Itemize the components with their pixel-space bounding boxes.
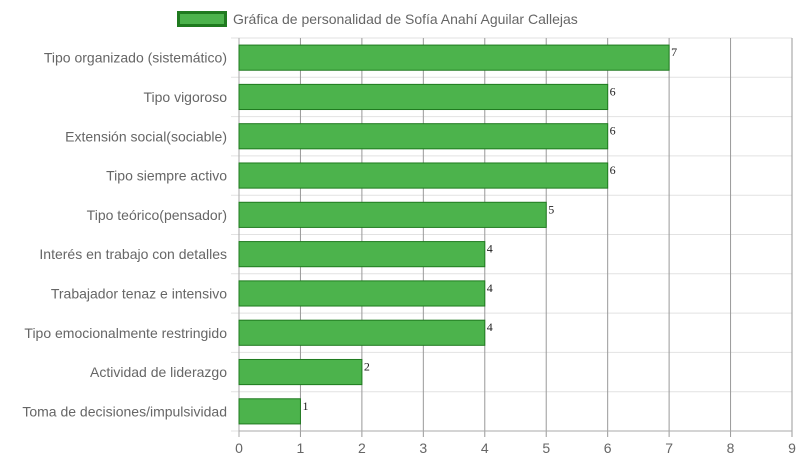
x-tick-label: 4: [481, 440, 489, 456]
data-label: 7: [671, 45, 677, 59]
bar[interactable]: [238, 83, 609, 111]
category-label: Tipo vigoroso: [143, 89, 227, 105]
bar[interactable]: [238, 319, 486, 346]
category-label: Tipo organizado (sistemático): [44, 50, 227, 66]
data-label: 5: [548, 202, 554, 216]
chart-legend[interactable]: Gráfica de personalidad de Sofía Anahí A…: [177, 9, 578, 29]
bar[interactable]: [238, 398, 301, 425]
bar[interactable]: [238, 280, 486, 307]
data-label: 6: [610, 84, 616, 98]
category-label: Tipo teórico(pensador): [87, 207, 227, 223]
category-label: Actividad de liderazgo: [90, 364, 227, 380]
category-label: Interés en trabajo con detalles: [39, 246, 227, 262]
bar[interactable]: [238, 241, 486, 268]
data-label: 1: [302, 399, 308, 413]
category-label: Extensión social(sociable): [65, 128, 227, 144]
x-tick-label: 5: [542, 440, 550, 456]
category-label: Toma de decisiones/impulsividad: [22, 403, 227, 419]
category-label: Trabajador tenaz e intensivo: [51, 285, 227, 301]
bar[interactable]: [238, 201, 547, 228]
legend-label: Gráfica de personalidad de Sofía Anahí A…: [233, 11, 578, 27]
bar[interactable]: [238, 44, 670, 71]
x-tick-label: 1: [297, 440, 305, 456]
bar[interactable]: [238, 162, 609, 189]
data-label: 6: [610, 124, 616, 138]
data-label: 4: [487, 281, 493, 295]
x-tick-label: 3: [419, 440, 427, 456]
data-label: 4: [487, 242, 493, 256]
x-tick-label: 7: [665, 440, 673, 456]
bar[interactable]: [238, 358, 363, 386]
data-label: 6: [610, 163, 616, 177]
x-tick-label: 6: [604, 440, 612, 456]
x-tick-label: 8: [727, 440, 735, 456]
x-tick-label: 9: [788, 440, 796, 456]
legend-swatch: [177, 11, 227, 27]
data-label: 2: [364, 359, 370, 373]
category-label: Tipo emocionalmente restringido: [24, 325, 227, 341]
x-tick-label: 2: [358, 440, 366, 456]
bar[interactable]: [238, 123, 609, 150]
data-label: 4: [487, 320, 493, 334]
x-tick-label: 0: [235, 440, 243, 456]
category-label: Tipo siempre activo: [106, 168, 227, 184]
